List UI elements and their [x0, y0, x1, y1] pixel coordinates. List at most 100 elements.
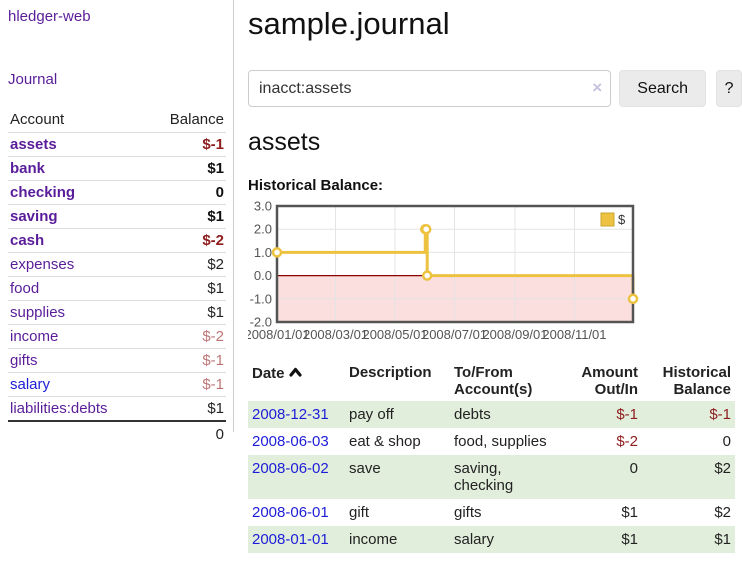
svg-text:3.0: 3.0	[254, 200, 272, 214]
account-link-income[interactable]: income	[10, 328, 59, 345]
transaction-date-link[interactable]: 2008-06-03	[252, 433, 329, 450]
transaction-description: income	[349, 531, 398, 548]
transaction-amount: $-1	[616, 406, 638, 423]
transaction-description: pay off	[349, 406, 394, 423]
account-link-gifts[interactable]: gifts	[10, 352, 38, 369]
account-balance: 0	[146, 180, 226, 205]
account-balance: $-2	[146, 228, 226, 253]
account-link-salary[interactable]: salary	[10, 376, 51, 393]
col-header-description: Description	[349, 364, 432, 381]
account-balance: $1	[146, 204, 226, 229]
account-row-income: income $-2	[8, 324, 226, 349]
account-link-cash[interactable]: cash	[10, 232, 45, 249]
account-balance: $1	[146, 300, 226, 325]
transaction-row[interactable]: 2008-06-02 save saving, checking 0 $2	[248, 455, 735, 499]
account-link-supplies[interactable]: supplies	[10, 304, 66, 321]
account-row-assets: assets $-1	[8, 132, 226, 157]
account-link-food[interactable]: food	[10, 280, 40, 297]
transaction-row[interactable]: 2008-06-03 eat & shop food, supplies $-2…	[248, 428, 735, 455]
account-link-expenses[interactable]: expenses	[10, 256, 75, 273]
transaction-balance: $2	[714, 460, 731, 477]
account-link-liabilities-debts[interactable]: liabilities:debts	[10, 400, 108, 417]
accounts-total-value: 0	[146, 420, 226, 446]
account-row-salary: salary $-1	[8, 372, 226, 397]
svg-text:2008/03/01: 2008/03/01	[303, 327, 368, 342]
transaction-row[interactable]: 2008-06-01 gift gifts $1 $2	[248, 499, 735, 526]
sort-ascending-icon	[288, 364, 302, 381]
sidebar: hledger-web Journal Account Balance asse…	[0, 0, 233, 446]
account-link-assets[interactable]: assets	[10, 136, 57, 153]
account-balance: $-2	[146, 324, 226, 349]
transaction-amount: 0	[629, 460, 638, 477]
svg-text:2008/09/01: 2008/09/01	[482, 327, 547, 342]
transaction-amount: $1	[621, 504, 638, 521]
accounts-table: Account Balance assets $-1 bank $1 check…	[8, 108, 226, 446]
transaction-balance: $-1	[709, 406, 731, 423]
account-balance: $1	[146, 156, 226, 181]
account-balance: $2	[146, 252, 226, 277]
account-row-bank: bank $1	[8, 156, 226, 181]
transaction-amount: $1	[621, 531, 638, 548]
account-row-expenses: expenses $2	[8, 252, 226, 277]
accounts-header-account: Account	[8, 108, 147, 133]
col-header-date[interactable]: Date	[248, 361, 345, 401]
account-row-food: food $1	[8, 276, 226, 301]
account-balance: $1	[146, 276, 226, 301]
account-link-bank[interactable]: bank	[10, 160, 46, 177]
transaction-accounts: debts	[454, 406, 491, 423]
transaction-accounts: saving, checking	[454, 460, 514, 494]
account-row-gifts: gifts $-1	[8, 348, 226, 373]
transaction-description: gift	[349, 504, 370, 521]
historical-balance-chart[interactable]: $3.0 2.0 1.0 0.0 -1.0 -2.0 2008/01/01 2008/03/0…	[244, 199, 639, 345]
account-link-checking[interactable]: checking	[10, 184, 76, 201]
svg-text:0.0: 0.0	[254, 268, 272, 283]
account-balance: $-1	[146, 372, 226, 397]
account-balance: $-1	[146, 132, 226, 157]
chart-title: Historical Balance:	[248, 177, 384, 194]
transaction-accounts: food, supplies	[454, 433, 547, 450]
transaction-accounts: salary	[454, 531, 495, 548]
transaction-date-link[interactable]: 2008-12-31	[252, 406, 329, 423]
account-balance: $-1	[146, 348, 226, 373]
page-title: sample.journal	[248, 6, 450, 41]
account-row-liabilities-debts: liabilities:debts $1	[8, 396, 226, 422]
transaction-date-link[interactable]: 2008-06-01	[252, 504, 329, 521]
register-table: Date Description To/From Account(s) Amou…	[248, 361, 735, 553]
transaction-balance: $1	[714, 531, 731, 548]
account-link-saving[interactable]: saving	[10, 208, 58, 225]
transaction-row[interactable]: 2008-12-31 pay off debts $-1 $-1	[248, 401, 735, 428]
transaction-description: save	[349, 460, 381, 477]
svg-text:2008/11/01: 2008/11/01	[542, 327, 606, 342]
account-heading: assets	[248, 128, 321, 156]
col-header-balance: Historical Balance	[662, 364, 731, 398]
clear-search-icon[interactable]: ×	[592, 78, 603, 97]
svg-text:1.0: 1.0	[254, 245, 272, 260]
account-balance: $1	[146, 396, 226, 422]
svg-text:2.0: 2.0	[254, 222, 272, 237]
search-button[interactable]: Search	[619, 70, 707, 107]
col-header-accounts: To/From Account(s)	[454, 364, 533, 398]
transaction-amount: $-2	[616, 433, 638, 450]
svg-text:2008/01/01: 2008/01/01	[248, 327, 310, 342]
help-button[interactable]: ?	[716, 70, 742, 107]
svg-text:-2.0: -2.0	[250, 315, 272, 330]
accounts-total-row: 0	[8, 420, 226, 446]
transaction-description: eat & shop	[349, 433, 421, 450]
account-row-cash: cash $-2	[8, 228, 226, 253]
main-content: sample.journal × Search ? assets Histori…	[244, 0, 742, 553]
account-row-supplies: supplies $1	[8, 300, 226, 325]
svg-text:2008/07/01: 2008/07/01	[422, 327, 487, 342]
transaction-date-link[interactable]: 2008-06-02	[252, 460, 329, 477]
account-row-saving: saving $1	[8, 204, 226, 229]
app-title-link[interactable]: hledger-web	[8, 8, 91, 25]
col-header-amount: Amount Out/In	[581, 364, 638, 398]
transaction-balance: 0	[722, 433, 731, 450]
sidebar-divider	[233, 0, 234, 432]
account-row-checking: checking 0	[8, 180, 226, 205]
search-input[interactable]	[248, 70, 612, 107]
transaction-accounts: gifts	[454, 504, 482, 521]
nav-journal-link[interactable]: Journal	[8, 71, 58, 88]
transaction-row[interactable]: 2008-01-01 income salary $1 $1	[248, 526, 735, 553]
transaction-balance: $2	[714, 504, 731, 521]
transaction-date-link[interactable]: 2008-01-01	[252, 531, 329, 548]
